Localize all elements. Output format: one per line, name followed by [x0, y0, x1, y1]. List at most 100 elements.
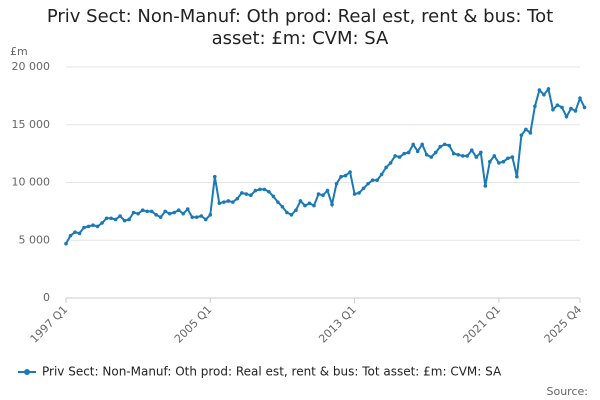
point — [100, 221, 104, 225]
point — [456, 152, 461, 157]
point — [118, 214, 122, 218]
point — [190, 215, 195, 219]
point — [181, 211, 186, 216]
point — [127, 217, 131, 222]
point — [339, 174, 343, 179]
x-tick-label: 2005 Q1 — [172, 303, 215, 346]
point — [267, 189, 271, 194]
point — [73, 230, 77, 234]
point — [289, 213, 294, 217]
point — [312, 203, 316, 208]
point — [222, 200, 226, 204]
point — [68, 233, 73, 238]
point — [375, 178, 379, 182]
point — [578, 96, 582, 100]
point — [497, 161, 501, 165]
point — [573, 109, 578, 113]
point — [469, 148, 474, 152]
point — [276, 200, 280, 204]
point — [483, 184, 488, 188]
point — [203, 217, 208, 222]
point — [402, 151, 406, 156]
point — [388, 161, 393, 165]
point — [307, 201, 312, 206]
point — [163, 209, 167, 214]
point — [258, 187, 262, 192]
point — [397, 155, 402, 159]
point — [519, 133, 524, 137]
y-tick-label: 0 — [43, 291, 50, 304]
point — [64, 241, 68, 246]
point — [285, 210, 289, 215]
x-tick-label: 1997 Q1 — [28, 303, 71, 346]
point — [176, 208, 181, 213]
point — [294, 208, 298, 213]
point — [194, 215, 199, 219]
point — [348, 170, 352, 174]
point — [460, 154, 465, 158]
point — [406, 150, 411, 155]
point — [352, 192, 357, 196]
point — [564, 114, 569, 119]
point — [154, 213, 158, 217]
point — [560, 105, 564, 110]
point — [249, 193, 253, 198]
series-line — [65, 86, 586, 245]
point — [533, 104, 537, 109]
point — [528, 131, 533, 135]
point — [140, 208, 145, 213]
point — [104, 216, 109, 221]
y-tick-label: 10 000 — [12, 176, 51, 189]
point — [316, 192, 321, 196]
point — [199, 214, 204, 218]
point — [136, 211, 140, 216]
point — [208, 213, 213, 217]
point — [357, 191, 361, 195]
point — [271, 194, 276, 199]
x-tick-label: 2021 Q1 — [461, 303, 504, 346]
y-axis-label: £m — [10, 45, 28, 58]
x-tick-label: 2025 Q4 — [542, 303, 585, 346]
point — [551, 107, 555, 112]
point — [113, 217, 118, 222]
point — [411, 142, 415, 147]
point — [217, 201, 222, 206]
point — [95, 224, 100, 229]
point — [442, 142, 447, 147]
point — [253, 188, 258, 193]
point — [506, 156, 510, 161]
point — [303, 203, 307, 208]
point — [262, 187, 267, 192]
point — [343, 173, 348, 178]
point — [231, 200, 235, 204]
point — [158, 215, 163, 219]
legend-marker — [24, 369, 30, 375]
point — [479, 150, 483, 155]
point — [298, 199, 303, 203]
point — [424, 152, 429, 157]
point — [212, 174, 217, 179]
point — [447, 143, 452, 148]
point — [415, 149, 420, 154]
point — [524, 127, 528, 132]
y-tick-label: 5 000 — [19, 233, 51, 246]
point — [451, 151, 456, 156]
point — [433, 150, 438, 155]
point — [555, 103, 560, 107]
chart-title: Priv Sect: Non-Manuf: Oth prod: Real est… — [46, 6, 554, 49]
point — [465, 154, 470, 158]
point — [582, 105, 587, 110]
point — [321, 193, 325, 198]
x-tick-label: 2013 Q1 — [316, 303, 359, 346]
point — [240, 191, 244, 195]
point — [488, 159, 492, 164]
point — [280, 204, 285, 209]
point — [515, 174, 519, 179]
point — [82, 225, 86, 230]
legend-label: Priv Sect: Non-Manuf: Oth prod: Real est… — [42, 365, 502, 379]
point — [569, 106, 573, 111]
point — [235, 196, 240, 201]
point — [420, 142, 424, 147]
